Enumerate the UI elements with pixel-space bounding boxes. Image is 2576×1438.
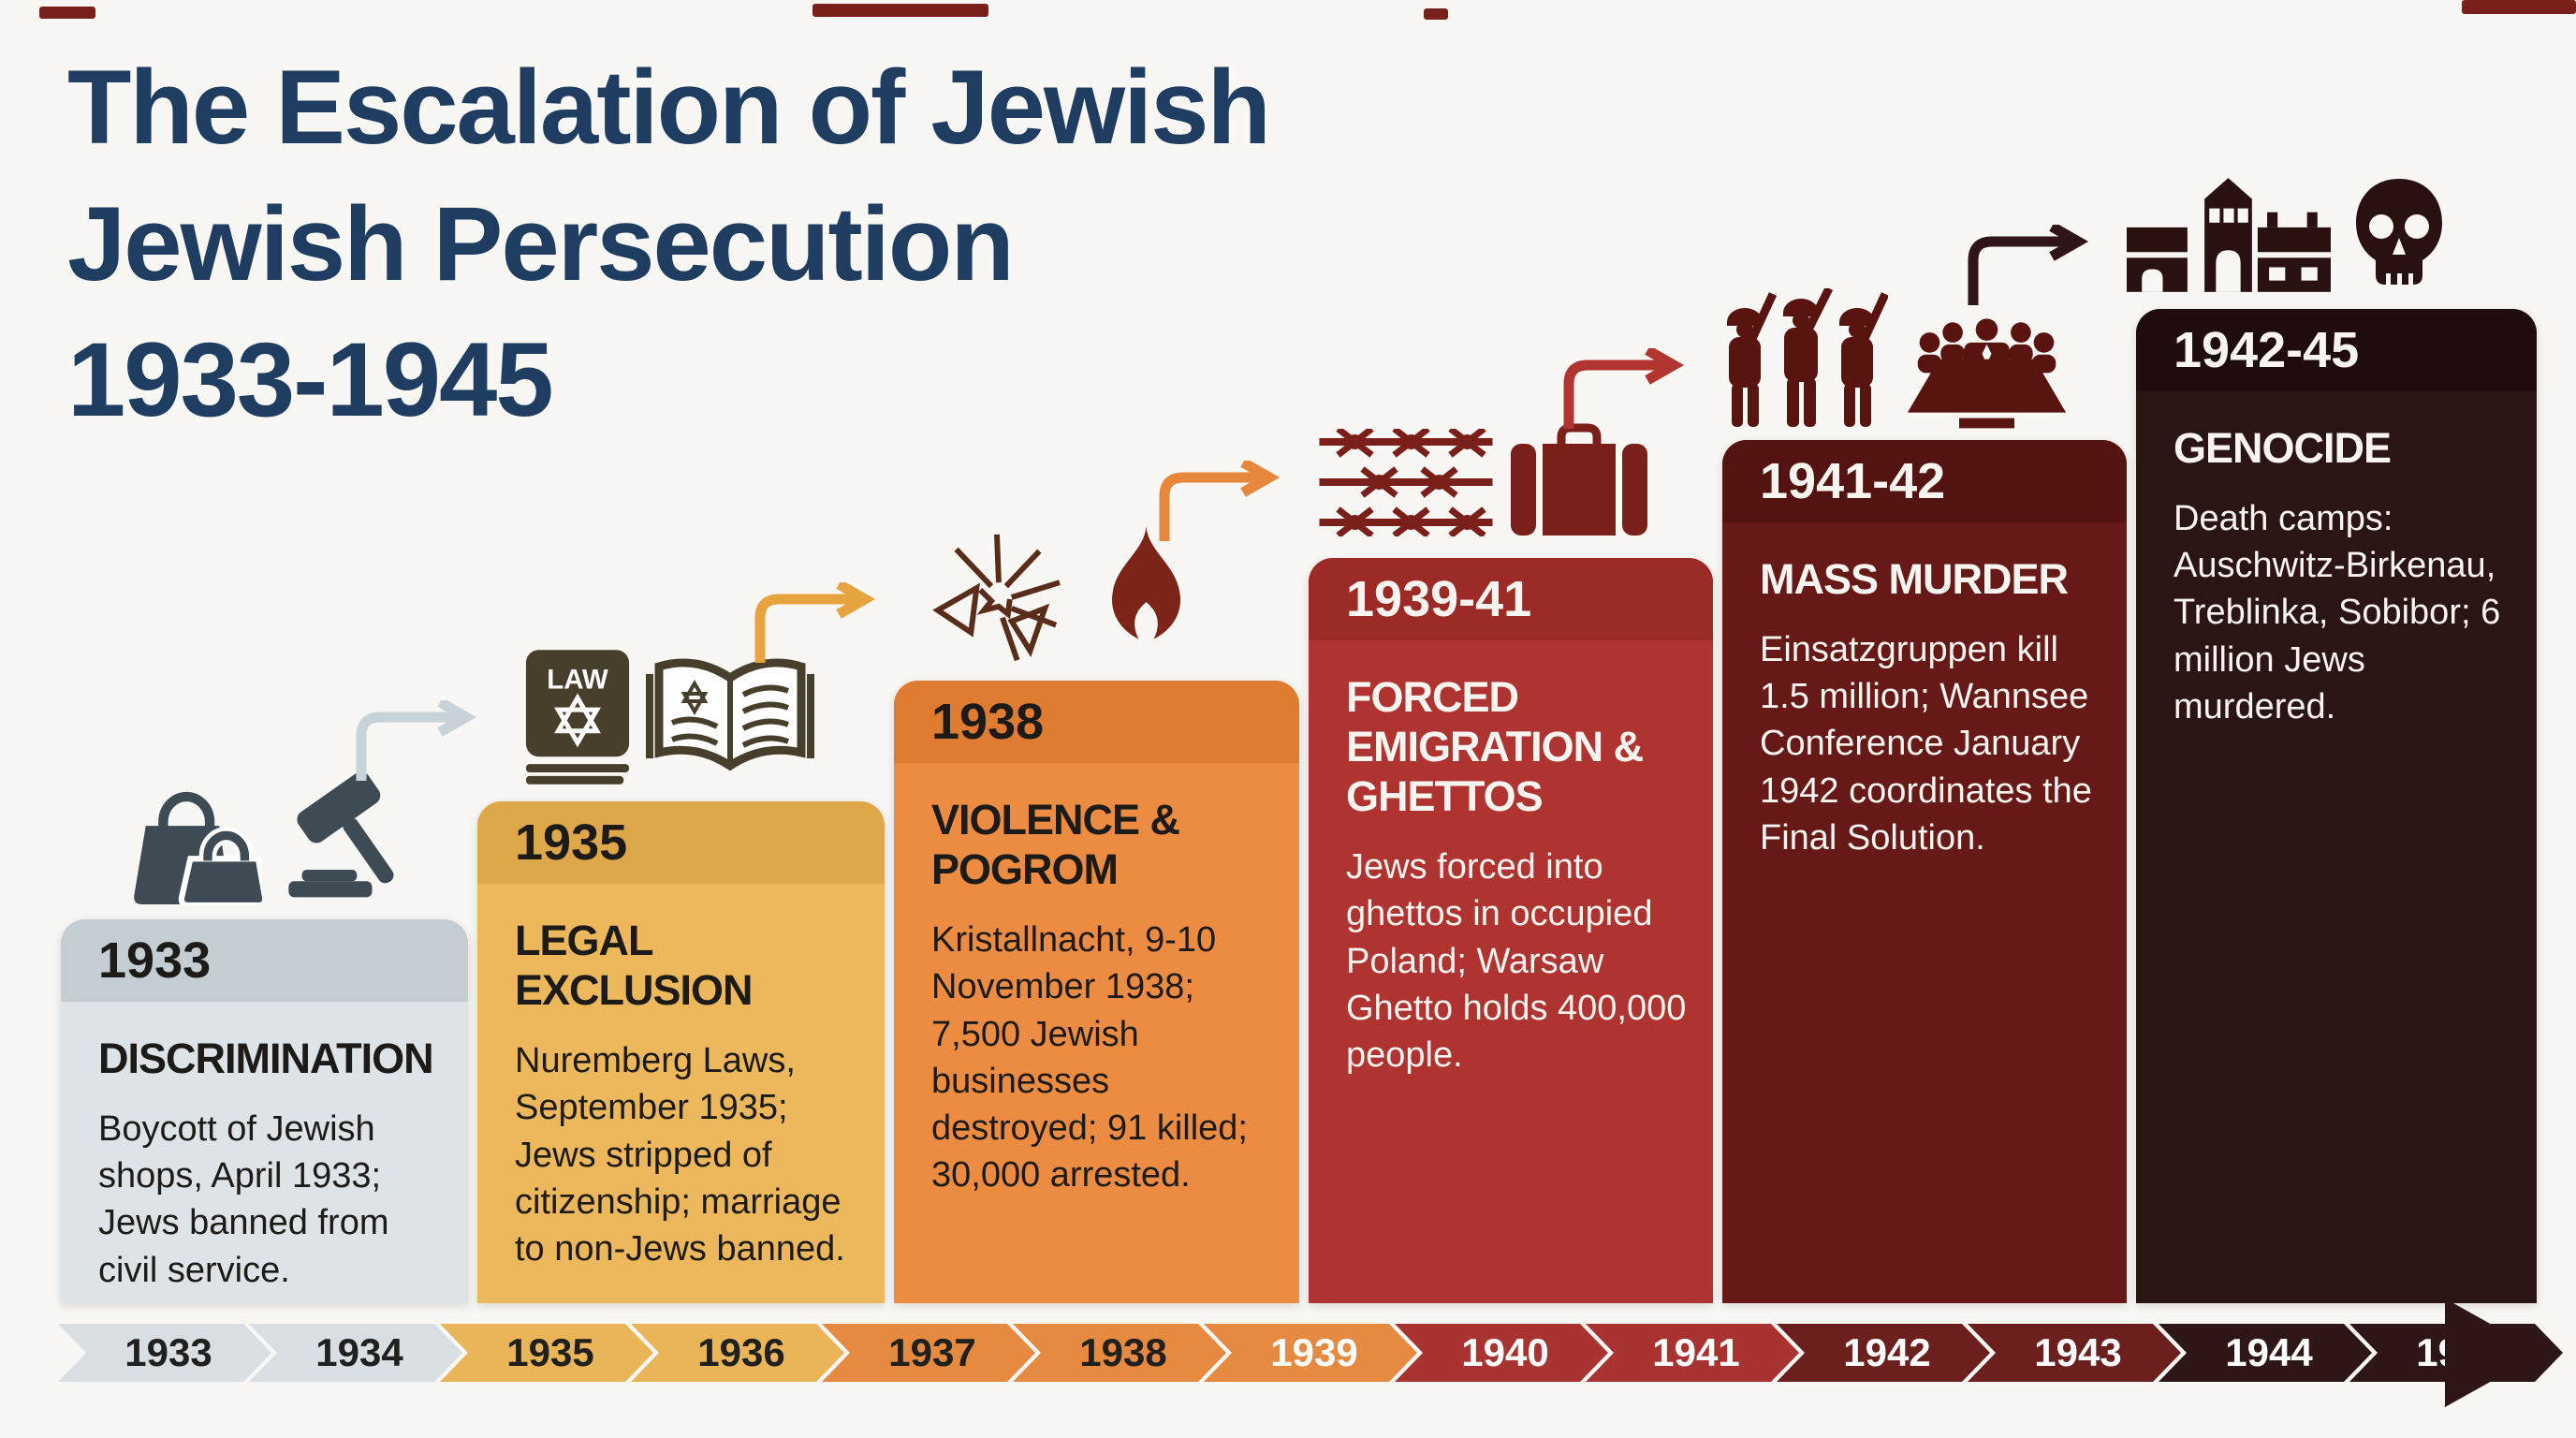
step-1942-45-body: Death camps: Auschwitz-Birkenau, Treblin…	[2174, 499, 2501, 726]
step-1941-42: 1941-42 MASS MURDER Einsatzgruppen kill …	[1722, 440, 2127, 1303]
step-1935-body: Nuremberg Laws, September 1935; Jews str…	[515, 1041, 845, 1269]
barbed-wire-icon	[1319, 429, 1493, 536]
step-1939-41: 1939-41 FORCED EMIGRATION & GHETTOS Jews…	[1309, 558, 1713, 1303]
timeline-year-1935: 1935	[440, 1324, 653, 1382]
law-book-icon: LAW	[525, 650, 630, 785]
timeline-arrowhead-icon	[2445, 1299, 2542, 1407]
timeline-year-1938: 1938	[1013, 1324, 1226, 1382]
step-1939-41-body: Jews forced into ghettos in occupied Pol…	[1346, 847, 1687, 1075]
step-1933-heading: DISCRIMINATION	[98, 1034, 434, 1082]
step-1933: 1933 DISCRIMINATION Boycott of Jewish sh…	[61, 919, 468, 1303]
step-1938: 1938 VIOLENCE & POGROM Kristallnacht, 9-…	[894, 681, 1299, 1303]
page-title: The Escalation of Jewish Jewish Persecut…	[67, 39, 1271, 448]
step-1941-42-body: Einsatzgruppen kill 1.5 million; Wannsee…	[1760, 630, 2092, 858]
step-1942-45-heading: GENOCIDE	[2174, 424, 2392, 472]
arrow-1938-to-1939-icon	[1159, 461, 1281, 541]
gavel-icon	[288, 771, 394, 898]
top-edge-mark	[1424, 8, 1448, 20]
camp-gate-icon	[2127, 178, 2331, 292]
step-1939-41-year: 1939-41	[1309, 558, 1713, 640]
flame-icon	[1112, 526, 1181, 639]
step-1942-45-year: 1942-45	[2136, 309, 2537, 391]
suitcase-icon	[1511, 423, 1647, 536]
svg-text:LAW: LAW	[547, 665, 608, 696]
arrow-1939-to-1941-icon	[1563, 348, 1685, 429]
step-1935-year: 1935	[477, 801, 885, 884]
arrow-1935-to-1938-icon	[754, 582, 876, 663]
broken-glass-icon	[932, 534, 1061, 662]
timeline-year-1941: 1941	[1586, 1324, 1799, 1382]
step-1935: 1935 LEGAL EXCLUSION Nuremberg Laws, Sep…	[477, 801, 885, 1303]
timeline-year-1943: 1943	[1968, 1324, 2181, 1382]
top-edge-mark	[39, 7, 95, 19]
title-line-2: Jewish Persecution	[67, 184, 1015, 302]
top-edge-mark	[2462, 0, 2576, 14]
step-1942-45: 1942-45 GENOCIDE Death camps: Auschwitz-…	[2136, 309, 2537, 1303]
step-1933-body: Boycott of Jewish shops, April 1933; Jew…	[98, 1109, 389, 1290]
timeline-year-1937: 1937	[822, 1324, 1035, 1382]
conference-table-icon	[1907, 318, 2067, 429]
timeline-year-1940: 1940	[1395, 1324, 1608, 1382]
title-line-1: The Escalation of Jewish	[67, 49, 1271, 166]
timeline-year-1933: 1933	[58, 1324, 271, 1382]
open-book-icon	[646, 658, 814, 771]
step-1935-heading: LEGAL EXCLUSION	[515, 917, 754, 1015]
timeline-year-1936: 1936	[631, 1324, 844, 1382]
step-1938-heading: VIOLENCE & POGROM	[931, 796, 1180, 894]
step-1939-41-heading: FORCED EMIGRATION & GHETTOS	[1346, 673, 1644, 821]
step-1933-year: 1933	[61, 919, 468, 1002]
step-1938-year: 1938	[894, 681, 1299, 763]
step-1941-42-heading: MASS MURDER	[1760, 555, 2069, 603]
skull-icon	[2356, 179, 2442, 285]
soldiers-icon	[1727, 288, 1888, 427]
timeline-year-1934: 1934	[249, 1324, 462, 1382]
top-edge-mark	[812, 4, 988, 17]
timeline: 1933 1934 1935 1936 1937 1938 1939 1940 …	[58, 1324, 2540, 1382]
timeline-year-1944: 1944	[2159, 1324, 2372, 1382]
arrow-1941-to-1942-icon	[1968, 225, 2089, 305]
shopping-bags-icon	[134, 791, 262, 905]
timeline-year-1942: 1942	[1777, 1324, 1990, 1382]
timeline-year-1939: 1939	[1204, 1324, 1417, 1382]
step-1941-42-year: 1941-42	[1722, 440, 2127, 522]
title-line-3: 1933-1945	[67, 321, 554, 439]
step-1938-body: Kristallnacht, 9-10 November 1938; 7,500…	[931, 920, 1248, 1195]
arrow-1933-to-1935-icon	[356, 700, 477, 781]
